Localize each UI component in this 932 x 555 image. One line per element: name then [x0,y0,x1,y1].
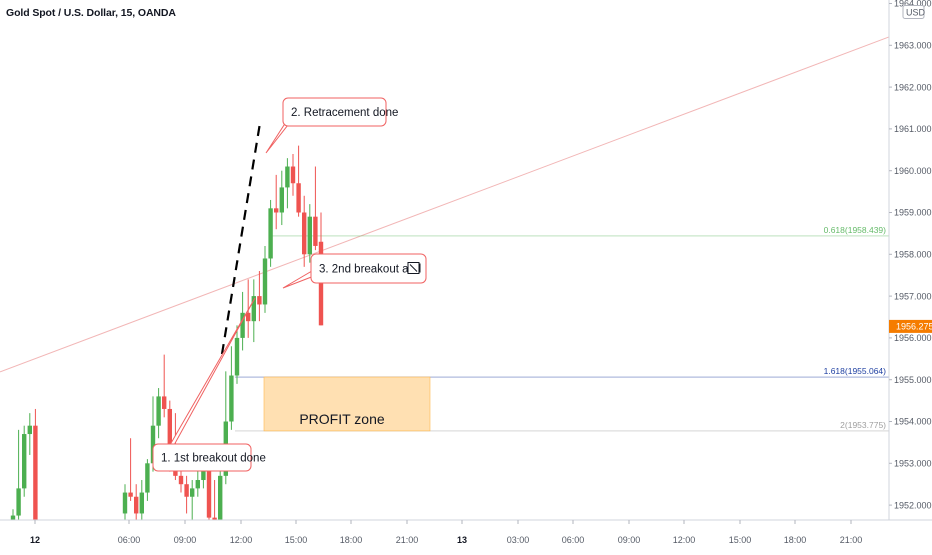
price-tick-label: 1957.000 [894,291,932,301]
candle-down [128,492,133,497]
fib-level-label: 1.618(1955.064) [824,366,887,376]
time-axis[interactable]: 12 06:00 09:00 12:00 15:00 18:00 21:00 13 03:00 0… [0,519,932,550]
callout-box[interactable] [152,443,252,472]
candle-up [307,216,312,255]
candle-up [262,258,268,305]
price-tick-label: 1959.000 [894,208,932,218]
time-tick-label: 03:00 [507,535,530,545]
candle-up [279,187,284,213]
fib-level-label: 0.618(1958.439) [824,225,887,235]
price-tick-label: 1955.000 [894,375,932,385]
time-tick-label: 06:00 [562,535,585,545]
price-tick-label: 1956.000 [894,333,932,343]
profit-zone-group: PROFIT zone [263,376,431,432]
time-tick-label: 12:00 [673,535,696,545]
price-tick-label: 1958.000 [894,250,932,260]
candle-up [27,425,32,435]
candle-up [285,166,290,188]
price-axis[interactable]: 1952.000 1953.000 1954.000 1955.000 1956.000… [888,0,932,550]
callout-text: 1. 1st breakout done [161,453,266,465]
candle-up [150,425,156,464]
time-tick-label: 18:00 [340,535,363,545]
candle-down [134,496,139,514]
chart-icon-arrow [409,264,418,272]
price-tick-label: 1960.000 [894,166,932,176]
candle-up [139,492,144,514]
callout-tail [164,297,256,462]
time-tick-label: 06:00 [118,535,141,545]
annotations: 1. 1st breakout done 2. Retracement done 3… [152,97,427,472]
time-axis-background [0,520,889,550]
profit-zone-label: PROFIT zone [299,411,385,427]
price-tick-label: 1963.000 [894,41,932,51]
candle-down [206,463,212,518]
callout-box[interactable] [310,253,427,284]
fibonacci-levels: 0.618(1958.439) 1.618(1955.064) 2(1953.775… [235,225,889,432]
profit-zone-box[interactable] [263,376,431,432]
price-tick-label: 1954.000 [894,417,932,427]
long-trend-line [0,36,890,373]
currency-label: USD [906,8,926,18]
candle-down [296,183,301,213]
candle-down [302,212,307,255]
candle-down [33,425,38,522]
price-tick-label: 1961.000 [894,124,932,134]
time-tick-label: 13 [457,535,467,545]
candles [10,145,324,535]
callout-box[interactable] [282,97,387,127]
time-tick-label: 15:00 [729,535,752,545]
last-price-label: 1956.275 [896,322,932,332]
candle-up [145,463,150,493]
candle-up [195,480,200,489]
time-tick-label: 12:00 [230,535,253,545]
candle-up [218,475,223,526]
callout-group[interactable]: 3. 2nd breakout and [282,253,427,289]
price-axis-background [889,0,932,550]
trend-lines [0,36,890,373]
candle-down [184,484,189,497]
candle-down [313,216,318,246]
candle-up [122,492,128,514]
dashed-trend-line [220,122,262,355]
time-tick-label: 12 [30,535,40,545]
candle-down [274,208,279,213]
time-tick-label: 09:00 [174,535,197,545]
candle-up [268,208,273,259]
candle-up [251,296,256,322]
candle-up [201,463,206,481]
candle-down [246,312,251,322]
callout-text: 3. 2nd breakout and [319,264,421,276]
currency-badge[interactable] [902,5,925,19]
candle-up [234,337,240,376]
callout-group[interactable]: 1. 1st breakout done [152,297,266,472]
time-tick-label: 21:00 [396,535,419,545]
price-tick-label: 1952.000 [894,500,932,510]
candle-down [290,166,296,184]
price-tick-label: 1962.000 [894,82,932,92]
time-tick-label: 15:00 [285,535,308,545]
callout-group[interactable]: 2. Retracement done [265,97,398,154]
price-tick-label: 1953.000 [894,459,932,469]
candle-up [240,312,245,338]
callout-text: 2. Retracement done [291,107,398,119]
candle-up [190,488,195,497]
candle-down [167,408,172,460]
candle-up [16,488,21,516]
candle-down [318,241,324,326]
candle-down [162,396,167,409]
last-price-tag [889,319,932,333]
time-tick-label: 21:00 [840,535,863,545]
time-tick-label: 09:00 [618,535,641,545]
time-tick-label: 18:00 [784,535,807,545]
candle-down [178,475,184,485]
fib-level-label: 2(1953.775) [840,420,886,430]
chart-title: Gold Spot / U.S. Dollar, 15, OANDA [6,7,176,19]
candle-up [229,375,234,422]
price-tick-label: 1964.000 [894,0,932,9]
candle-down [257,296,262,305]
candle-up [22,434,27,489]
candle-up [156,396,161,426]
